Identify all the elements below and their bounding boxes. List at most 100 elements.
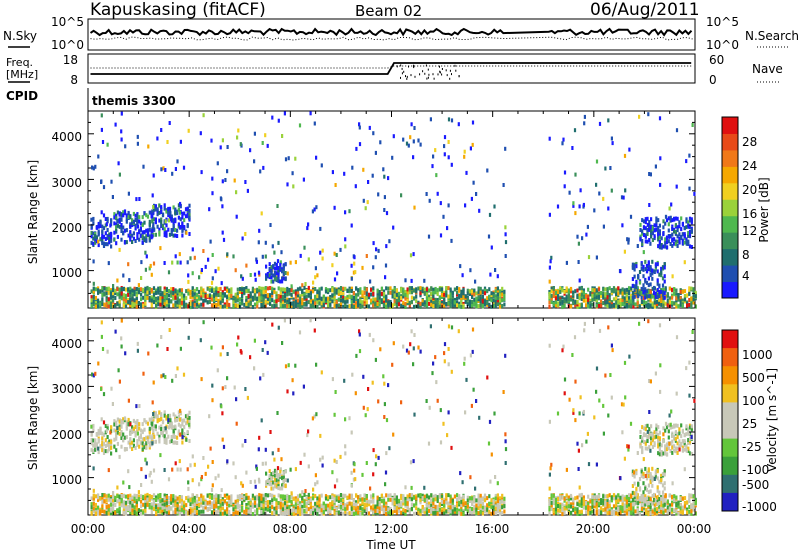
power-cell: [289, 260, 292, 265]
power-cell: [395, 303, 398, 308]
power-cell: [307, 257, 310, 262]
power-cell: [172, 291, 175, 295]
velocity-cell: [219, 511, 222, 516]
velocity-cell: [410, 506, 413, 511]
power-cell: [316, 291, 319, 296]
power-cell: [260, 289, 263, 294]
power-cell: [627, 240, 630, 245]
power-cell: [221, 230, 224, 235]
velocity-cell: [148, 505, 151, 509]
power-cell: [299, 253, 302, 258]
power-cell: [456, 296, 459, 301]
power-cell: [290, 288, 293, 293]
power-cell: [129, 224, 132, 229]
velocity-cell: [144, 500, 147, 504]
velocity-cell: [155, 497, 158, 502]
power-cell: [94, 240, 97, 245]
power-cell: [311, 209, 314, 214]
power-cbar-tick-8: 8: [742, 248, 750, 262]
velocity-cell: [109, 502, 113, 507]
power-cell: [101, 224, 104, 229]
power-cell: [402, 291, 405, 296]
power-cell: [389, 290, 392, 295]
power-cell: [116, 219, 119, 224]
power-cell: [118, 294, 121, 299]
power-cell: [106, 216, 109, 221]
velocity-cell: [305, 505, 308, 510]
power-cell: [439, 233, 443, 238]
velocity-cell: [170, 494, 173, 499]
power-heatmap: [90, 111, 697, 310]
power-cell: [645, 303, 648, 308]
power-cell: [447, 286, 450, 291]
power-cell: [430, 299, 433, 304]
velocity-cell: [303, 502, 306, 507]
power-cell: [298, 123, 302, 128]
velocity-cell: [337, 510, 340, 515]
power-cell: [591, 287, 594, 292]
power-cell: [120, 291, 123, 296]
power-cell: [466, 297, 469, 302]
power-cell: [470, 196, 473, 201]
power-cell: [410, 299, 413, 304]
power-cell: [443, 292, 446, 297]
power-ytick-3000: 3000: [51, 176, 82, 190]
power-cell: [352, 305, 355, 309]
velocity-cell: [266, 493, 269, 498]
velocity-cell: [342, 493, 345, 498]
power-cell: [141, 230, 144, 235]
power-cell: [148, 290, 151, 295]
power-cell: [649, 304, 652, 309]
power-cell: [488, 294, 491, 299]
velocity-cell: [249, 480, 252, 484]
station-title: Kapuskasing (fitACF): [90, 0, 266, 20]
velocity-cell: [260, 502, 263, 507]
velocity-cell: [118, 454, 121, 459]
power-cell: [210, 288, 214, 293]
power-cell: [464, 203, 467, 208]
power-cell: [658, 297, 661, 302]
power-cell: [486, 168, 489, 173]
velocity-cell: [314, 494, 317, 498]
power-cell: [191, 304, 194, 309]
power-cell: [270, 269, 273, 274]
velocity-cell: [174, 502, 177, 507]
power-cell: [400, 193, 403, 198]
power-cell: [648, 220, 651, 225]
power-cell: [561, 300, 564, 305]
power-cell: [127, 191, 130, 196]
velocity-cell: [318, 494, 321, 499]
power-cell: [406, 287, 409, 292]
power-cell: [104, 231, 107, 236]
power-cell: [134, 213, 137, 218]
power-cell: [404, 278, 407, 283]
power-cell: [309, 299, 312, 304]
velocity-cell: [357, 499, 360, 504]
power-cell: [651, 268, 654, 273]
power-cell: [243, 302, 246, 307]
power-cell: [674, 223, 677, 228]
power-cell: [122, 293, 125, 298]
power-cell: [125, 219, 128, 224]
power-cell: [648, 203, 651, 207]
power-cell: [457, 122, 460, 127]
power-cell: [101, 234, 104, 239]
power-cell: [113, 237, 116, 242]
velocity-cell: [294, 501, 297, 506]
power-cell: [264, 294, 267, 299]
power-cell: [589, 300, 592, 305]
power-cell: [464, 299, 467, 304]
power-cell: [382, 167, 385, 172]
power-cell: [120, 287, 123, 291]
power-cell: [148, 287, 151, 291]
power-cell: [687, 239, 690, 244]
velocity-cell: [135, 511, 138, 516]
velocity-cell: [269, 504, 272, 509]
power-cell: [434, 286, 437, 291]
power-cell: [567, 288, 570, 293]
power-cell: [258, 289, 261, 294]
power-cell: [635, 264, 638, 269]
power-cell: [661, 276, 665, 281]
power-cell: [576, 300, 579, 305]
power-cell: [204, 298, 207, 303]
